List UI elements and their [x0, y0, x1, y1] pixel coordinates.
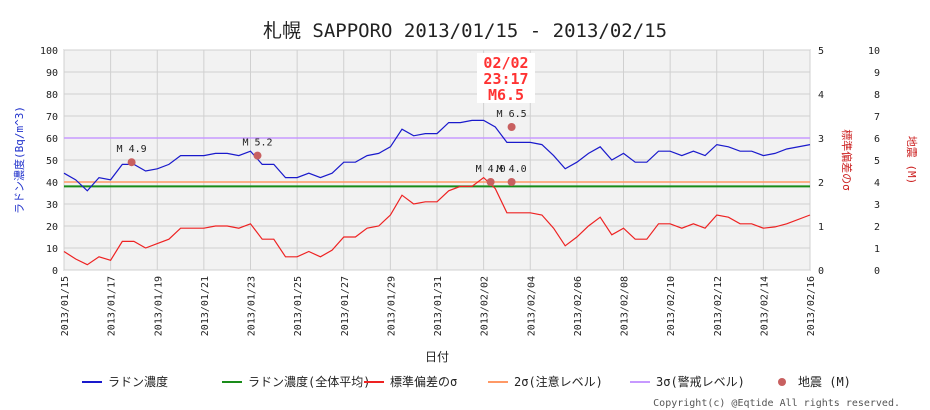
y-tick-label-left: 70: [46, 112, 58, 123]
x-tick-label: 2013/02/10: [666, 276, 677, 336]
series-line-2: [63, 176, 811, 266]
y-tick-label-sigma: 3: [818, 134, 824, 145]
y-tick-label-quake: 2: [874, 222, 880, 233]
copyright-text: Copyright(c) @Eqtide All rights reserved…: [653, 398, 900, 409]
earthquake-marker: [507, 123, 516, 131]
earthquake-label: M 6.5: [497, 109, 527, 120]
x-tick-label: 2013/02/02: [480, 276, 491, 336]
y-tick-label-left: 100: [40, 46, 58, 57]
legend-label: 3σ(警戒レベル): [656, 374, 745, 389]
legend-label: 2σ(注意レベル): [514, 374, 603, 389]
x-tick-label: 2013/01/27: [340, 276, 351, 336]
earthquake-callout: 02/02 23:17 M6.5: [477, 53, 535, 104]
x-tick-label: 2013/01/23: [247, 276, 258, 336]
x-tick-label: 2013/01/29: [386, 276, 397, 336]
x-tick-label: 2013/02/08: [620, 276, 631, 336]
y-tick-label-quake: 5: [874, 156, 880, 167]
y-tick-label-quake: 3: [874, 200, 880, 211]
x-tick-label: 2013/02/14: [759, 276, 770, 336]
y-tick-label-quake: 7: [874, 112, 880, 123]
y-tick-label-left: 90: [46, 68, 58, 79]
x-tick-label: 2013/01/19: [153, 276, 164, 336]
legend-label: 標準偏差のσ: [390, 374, 457, 389]
x-axis-label: 日付: [425, 350, 449, 364]
y-tick-label-left: 40: [46, 178, 58, 189]
y-tick-label-sigma: 2: [818, 178, 824, 189]
x-tick-label: 2013/02/12: [713, 276, 724, 336]
y-tick-label-sigma: 1: [818, 222, 824, 233]
y-tick-label-quake: 4: [874, 178, 880, 189]
legend-label: ラドン濃度: [108, 374, 168, 389]
legend-swatch: [778, 378, 786, 386]
y-tick-label-sigma: 5: [818, 46, 824, 57]
y-tick-label-quake: 0: [874, 266, 880, 277]
y-tick-label-left: 30: [46, 200, 58, 211]
x-tick-label: 2013/02/04: [526, 276, 537, 336]
series-line-0: [63, 119, 811, 192]
x-tick-label: 2013/01/17: [107, 276, 118, 336]
y-tick-label-left: 20: [46, 222, 58, 233]
y-tick-label-quake: 1: [874, 244, 880, 255]
x-tick-label: 2013/01/31: [433, 276, 444, 336]
y-tick-label-sigma: 4: [818, 90, 824, 101]
y-tick-label-left: 60: [46, 134, 58, 145]
earthquake-marker: [127, 158, 136, 167]
callout-line-time: 23:17: [483, 70, 528, 88]
y-axis-label-left: ラドン濃度(Bq/m^3): [12, 106, 26, 214]
x-tick-label: 2013/01/15: [60, 276, 71, 336]
y-tick-label-left: 80: [46, 90, 58, 101]
x-tick-label: 2013/01/25: [293, 276, 304, 336]
earthquake-marker: [486, 178, 495, 186]
earthquake-label: M 4.9: [117, 144, 147, 155]
y-tick-label-quake: 8: [874, 90, 880, 101]
legend: ラドン濃度 ラドン濃度(全体平均) 標準偏差のσ 2σ(注意レベル) 3σ(警戒レベル)…: [82, 374, 851, 389]
earthquake-marker: [507, 178, 516, 186]
x-tick-label: 2013/02/16: [806, 276, 817, 336]
chart-title: 札幌 SAPPORO 2013/01/15 - 2013/02/15: [263, 20, 667, 42]
legend-label: ラドン濃度(全体平均): [248, 374, 370, 389]
y-tick-label-sigma: 0: [818, 266, 824, 277]
callout-line-date: 02/02: [483, 54, 528, 72]
earthquake-label: M 5.2: [242, 138, 272, 149]
earthquake-label: M 4.0: [497, 164, 527, 175]
y-tick-label-quake: 10: [868, 46, 880, 57]
callout-line-magnitude: M6.5: [488, 86, 524, 104]
y-tick-label-left: 50: [46, 156, 58, 167]
y-tick-label-quake: 9: [874, 68, 880, 79]
x-tick-label: 2013/02/06: [573, 276, 584, 336]
y-tick-label-left: 10: [46, 244, 58, 255]
earthquake-marker: [253, 151, 262, 160]
legend-label: 地震 (M): [798, 375, 851, 389]
x-tick-label: 2013/01/21: [200, 276, 211, 336]
y-axis-label-quake: 地震 (M): [905, 136, 918, 185]
earthquake-label: M 4.0: [476, 164, 506, 175]
series-lines: [63, 119, 811, 266]
y-tick-label-quake: 6: [874, 134, 880, 145]
y-tick-label-left: 0: [52, 266, 58, 277]
y-axis-label-sigma: 標準偏差のσ: [840, 129, 854, 191]
earthquake-markers: M 4.9 M 5.2 M 4.0M 4.0 M 6.5: [117, 109, 527, 186]
callout-background: [477, 53, 535, 103]
